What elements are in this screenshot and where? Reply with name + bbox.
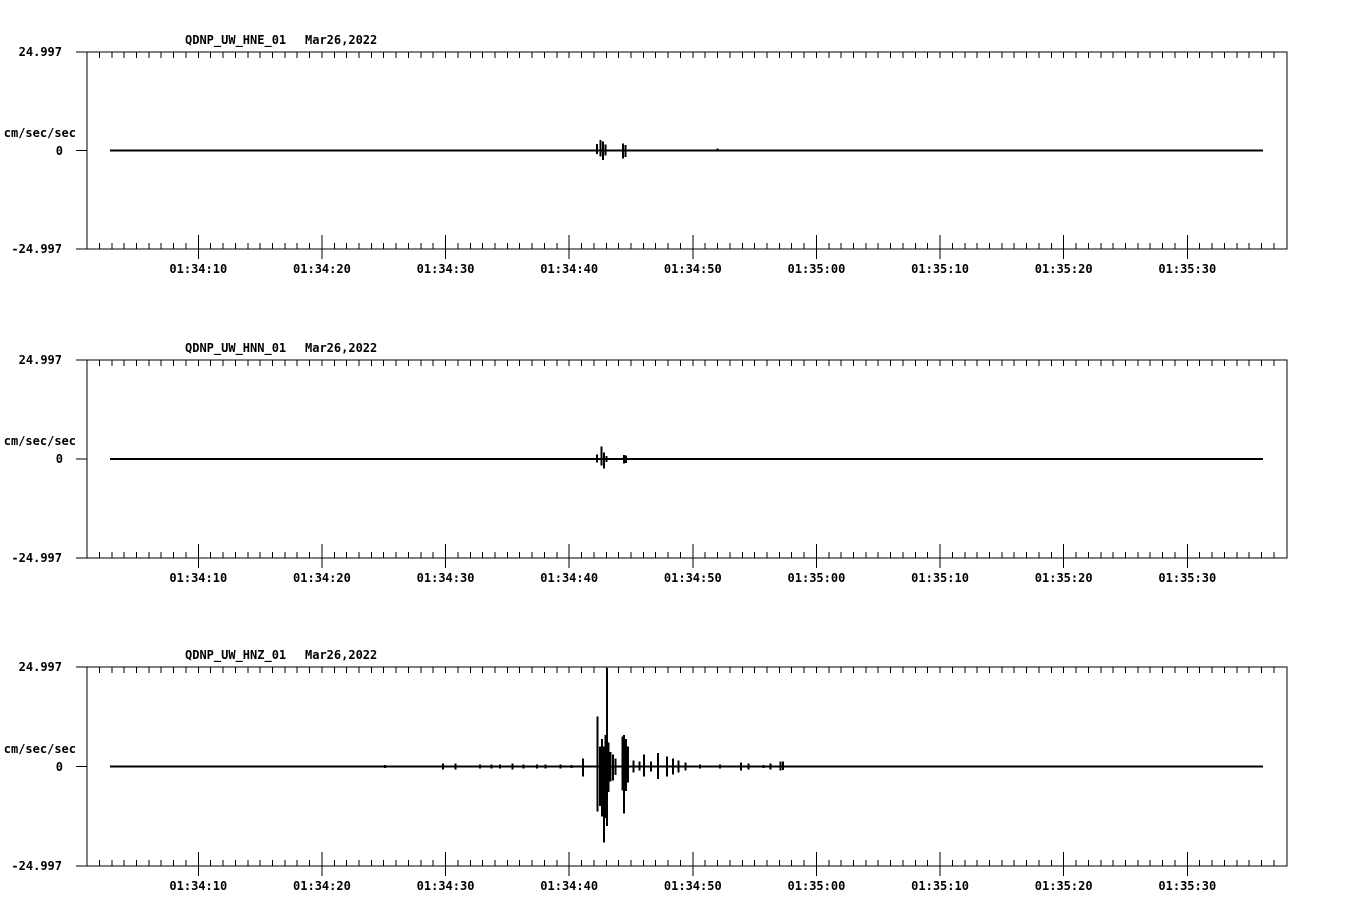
x-axis-tick-label: 01:35:10 (911, 262, 969, 276)
panel-title-date: Mar26,2022 (305, 33, 378, 47)
x-axis-tick-label: 01:34:20 (293, 262, 351, 276)
x-axis-tick-label: 01:35:30 (1158, 571, 1217, 585)
x-axis-tick-label: 01:35:00 (787, 571, 846, 585)
y-max-label: 24.997 (18, 660, 62, 674)
x-axis-tick-label: 01:34:30 (416, 571, 475, 585)
x-axis-tick-label: 01:35:30 (1158, 879, 1217, 893)
x-axis-tick-label: 01:34:50 (663, 879, 722, 893)
panel-title-date: Mar26,2022 (305, 341, 378, 355)
x-axis-tick-label: 01:34:50 (663, 262, 722, 276)
panel-title-station: QDNP_UW_HNE_01 (185, 33, 287, 47)
y-zero-label: 0 (55, 759, 63, 774)
panel-title-date: Mar26,2022 (305, 648, 378, 662)
x-axis-tick-label: 01:35:00 (787, 879, 846, 893)
x-axis-tick-label: 01:34:30 (416, 879, 475, 893)
x-axis-tick-label: 01:35:20 (1034, 571, 1093, 585)
y-zero-label: 0 (55, 143, 63, 158)
y-min-label: -24.997 (11, 551, 62, 565)
x-axis-tick-label: 01:34:40 (540, 879, 599, 893)
x-axis-tick-label: 01:35:20 (1034, 879, 1093, 893)
x-axis-tick-label: 01:35:20 (1034, 262, 1093, 276)
x-axis-tick-label: 01:35:30 (1158, 262, 1217, 276)
x-axis-tick-label: 01:34:20 (293, 879, 351, 893)
x-axis-tick-label: 01:35:00 (787, 262, 846, 276)
y-units-label: cm/sec/sec (3, 125, 76, 140)
x-axis-tick-label: 01:34:10 (169, 571, 228, 585)
panel-title-station: QDNP_UW_HNN_01 (185, 341, 287, 355)
x-axis-tick-label: 01:34:50 (663, 571, 722, 585)
y-max-label: 24.997 (18, 45, 62, 59)
x-axis-tick-label: 01:34:10 (169, 262, 228, 276)
x-axis-tick-label: 01:35:10 (911, 571, 969, 585)
x-axis-tick-label: 01:34:40 (540, 262, 599, 276)
y-units-label: cm/sec/sec (3, 434, 76, 448)
y-min-label: -24.997 (11, 242, 62, 256)
y-units-label: cm/sec/sec (3, 741, 76, 756)
x-axis-tick-label: 01:34:40 (540, 571, 599, 585)
y-min-label: -24.997 (11, 859, 62, 873)
panel-title-station: QDNP_UW_HNZ_01 (185, 648, 287, 662)
y-zero-label: 0 (55, 452, 63, 466)
y-max-label: 24.997 (18, 353, 62, 367)
x-axis-tick-label: 01:34:10 (169, 879, 228, 893)
x-axis-tick-label: 01:34:20 (293, 571, 351, 585)
x-axis-tick-label: 01:34:30 (416, 262, 475, 276)
x-axis-tick-label: 01:35:10 (911, 879, 969, 893)
